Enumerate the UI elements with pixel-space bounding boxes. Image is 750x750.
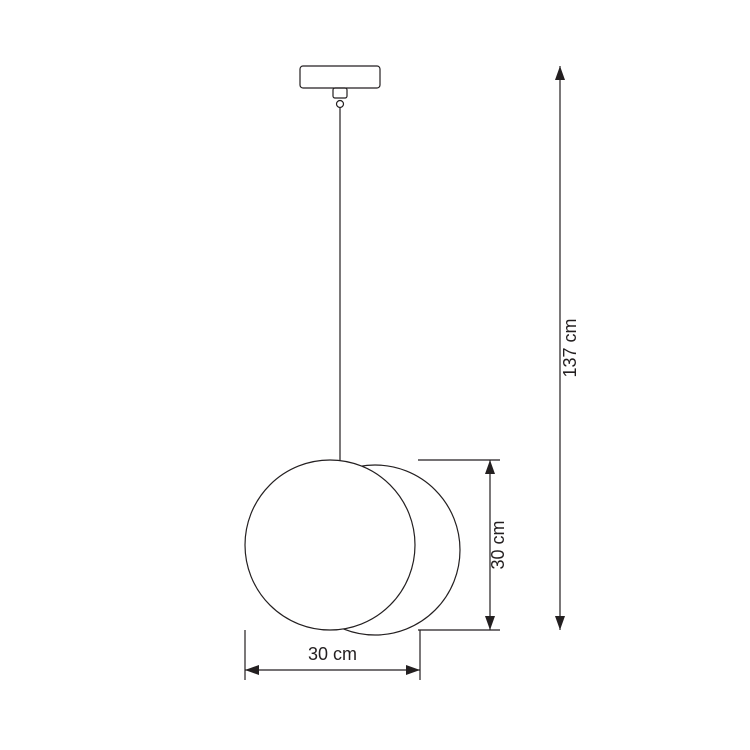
dim-shade-height: 30 cm [418, 460, 508, 630]
lamp-shade [245, 460, 460, 635]
ceiling-mount [300, 66, 380, 108]
dim-total-height: 137 cm [555, 66, 580, 630]
dim-total-height-label: 137 cm [560, 318, 580, 377]
dimension-diagram: 30 cm 30 cm 137 cm [0, 0, 750, 750]
dim-width-label: 30 cm [308, 644, 357, 664]
dim-shade-height-label: 30 cm [488, 520, 508, 569]
dim-width: 30 cm [245, 630, 420, 680]
